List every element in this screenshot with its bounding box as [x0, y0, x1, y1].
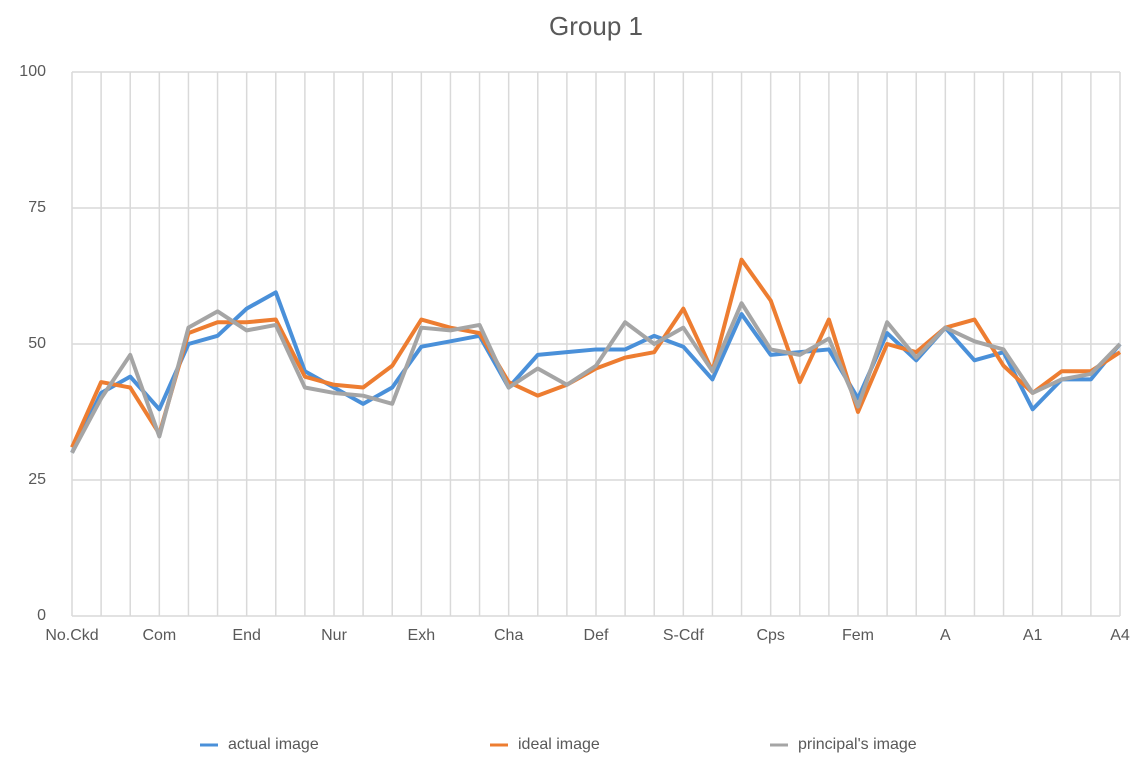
x-tick-label: Fem	[842, 627, 874, 644]
legend-label: actual image	[228, 736, 319, 753]
y-tick-label: 50	[28, 335, 46, 352]
series-line	[70, 301, 1122, 454]
x-tick-label: Cps	[756, 627, 784, 644]
x-tick-label: Com	[142, 627, 176, 644]
y-tick-label: 25	[28, 471, 46, 488]
x-tick-label: A	[940, 627, 951, 644]
y-tick-label: 0	[37, 607, 46, 624]
y-tick-label: 100	[19, 63, 46, 80]
x-tick-label: A1	[1023, 627, 1043, 644]
x-tick-label: A4	[1110, 627, 1130, 644]
chart-title: Group 1	[549, 11, 643, 41]
x-tick-label: No.Ckd	[45, 627, 98, 644]
x-tick-label: End	[232, 627, 260, 644]
x-tick-label: Exh	[408, 627, 436, 644]
x-tick-label: Def	[584, 627, 609, 644]
y-tick-label: 75	[28, 199, 46, 216]
x-tick-label: Cha	[494, 627, 523, 644]
legend-label: principal's image	[798, 736, 917, 753]
x-tick-label: Nur	[321, 627, 347, 644]
legend-label: ideal image	[518, 736, 600, 753]
x-tick-label: S-Cdf	[663, 627, 704, 644]
